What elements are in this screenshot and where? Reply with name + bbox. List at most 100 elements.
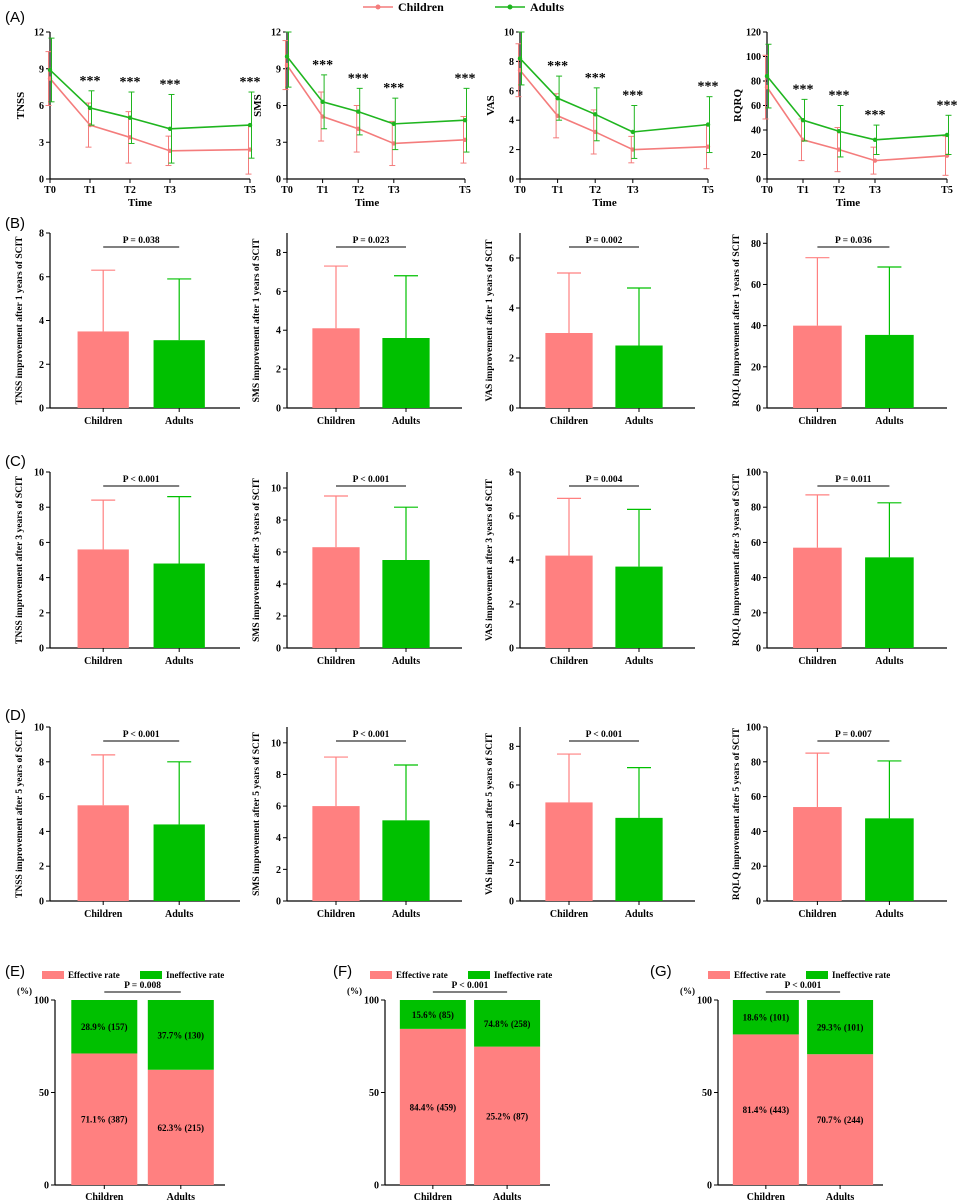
y-tick-label: 6 bbox=[276, 287, 281, 298]
x-tick-label: Adults bbox=[493, 1192, 521, 1200]
x-axis-title: Time bbox=[592, 197, 616, 209]
x-tick-label: T5 bbox=[702, 185, 714, 196]
y-tick-label: 0 bbox=[374, 1181, 379, 1192]
x-tick-label: Children bbox=[85, 1192, 124, 1200]
y-tick-label: 60 bbox=[751, 280, 761, 291]
segment-label: 28.9% (157) bbox=[81, 1022, 128, 1032]
x-axis-title: Time bbox=[836, 197, 860, 209]
y-tick-label: 4 bbox=[509, 819, 514, 830]
y-tick-label: 100 bbox=[34, 996, 49, 1007]
p-value-label: P = 0.007 bbox=[835, 730, 872, 740]
y-axis-title: TNSS improvement after 1 years of SCIT bbox=[15, 236, 25, 405]
stack-segment-ineffective bbox=[807, 1000, 874, 1055]
y-tick-label: 0 bbox=[39, 404, 44, 415]
y-tick-label: 4 bbox=[509, 556, 514, 567]
segment-label: 18.6% (101) bbox=[743, 1013, 790, 1023]
data-point-adults bbox=[391, 121, 396, 127]
p-value-label: P = 0.038 bbox=[123, 236, 160, 246]
bar-children bbox=[793, 807, 842, 901]
y-tick-label: 80 bbox=[751, 757, 761, 768]
data-point-adults bbox=[517, 56, 523, 61]
p-value-label: P < 0.001 bbox=[353, 730, 390, 740]
data-point-adults bbox=[462, 118, 468, 123]
stack-segment-effective bbox=[474, 1046, 541, 1185]
y-tick-label: 6 bbox=[276, 101, 281, 112]
significance-label: *** bbox=[348, 71, 369, 86]
y-tick-label: 8 bbox=[509, 468, 514, 479]
y-tick-label: 60 bbox=[751, 101, 761, 112]
y-tick-label: 6 bbox=[509, 254, 514, 265]
y-tick-label: 0 bbox=[39, 175, 44, 186]
y-tick-label: 20 bbox=[751, 608, 761, 619]
significance-label: *** bbox=[80, 74, 101, 89]
stack-segment-ineffective bbox=[732, 1000, 799, 1035]
segment-label: 15.6% (85) bbox=[412, 1010, 454, 1020]
data-point-adults bbox=[167, 126, 173, 131]
y-tick-label: 2 bbox=[276, 612, 281, 623]
significance-label: *** bbox=[793, 82, 814, 97]
bar-children bbox=[77, 549, 129, 648]
x-tick-label: Adults bbox=[392, 909, 420, 920]
data-point-adults bbox=[944, 132, 950, 138]
bar-chart-b-3: 0 20 40 60 80 Children Adults P = 0.036 RQLQ imp… bbox=[732, 233, 947, 427]
x-tick-label: Children bbox=[84, 656, 123, 667]
x-tick-label: Children bbox=[317, 909, 356, 920]
panel-letter-b: (B) bbox=[5, 215, 25, 232]
bar-adults bbox=[382, 560, 430, 648]
x-tick-label: T0 bbox=[761, 185, 773, 196]
data-point-adults bbox=[836, 129, 842, 134]
y-tick-label: 40 bbox=[751, 321, 761, 332]
bar-children bbox=[545, 802, 593, 901]
bar-adults bbox=[382, 338, 430, 408]
y-axis-title: RQLQ improvement after 1 years of SCIT bbox=[732, 234, 742, 407]
x-tick-label: T2 bbox=[124, 185, 136, 196]
segment-label: 62.3% (215) bbox=[158, 1123, 205, 1133]
y-tick-label: 4 bbox=[276, 326, 281, 337]
y-tick-label: 4 bbox=[276, 580, 281, 591]
line-chart-sms: 0 3 6 9 12 T0 T1 T2 T3 T5 Time SMS *** *** *** *** bbox=[252, 28, 476, 210]
data-point-adults bbox=[872, 137, 878, 142]
significance-label: *** bbox=[240, 75, 261, 90]
x-tick-label: T0 bbox=[44, 185, 56, 196]
x-tick-label: Children bbox=[550, 416, 589, 427]
y-tick-label: 8 bbox=[39, 757, 44, 768]
x-tick-label: T0 bbox=[281, 185, 293, 196]
y-tick-label: 4 bbox=[39, 316, 44, 327]
y-tick-label: 8 bbox=[276, 516, 281, 527]
data-point-adults bbox=[800, 118, 806, 123]
stack-segment-effective bbox=[807, 1054, 874, 1185]
bar-adults bbox=[153, 824, 205, 901]
bar-chart-b-1: 0 2 4 6 8 Children Adults P = 0.023 SMS improvem… bbox=[252, 233, 462, 427]
y-tick-label: 4 bbox=[276, 833, 281, 844]
y-tick-label: 80 bbox=[751, 77, 761, 88]
y-tick-label: 6 bbox=[276, 548, 281, 559]
bar-children bbox=[77, 331, 129, 408]
data-point-adults bbox=[555, 95, 560, 101]
bar-adults bbox=[865, 818, 914, 901]
significance-label: *** bbox=[383, 81, 404, 96]
stack-legend-effective-swatch bbox=[708, 971, 730, 979]
y-tick-label: 6 bbox=[509, 86, 514, 97]
stacked-chart-g: 0 50 100(%) 81.4% (443) 18.6% (101) Children 7… bbox=[680, 981, 883, 1200]
y-tick-label: 0 bbox=[39, 644, 44, 655]
significance-label: *** bbox=[622, 89, 643, 104]
y-tick-label: 120 bbox=[746, 28, 761, 39]
y-tick-label: 50 bbox=[369, 1088, 379, 1099]
y-tick-label: 3 bbox=[39, 138, 44, 149]
y-axis-unit: (%) bbox=[347, 986, 362, 996]
y-tick-label: 2 bbox=[276, 865, 281, 876]
y-tick-label: 4 bbox=[509, 304, 514, 315]
y-tick-label: 6 bbox=[39, 272, 44, 283]
segment-label: 74.8% (258) bbox=[484, 1019, 531, 1029]
y-axis-title: SMS bbox=[252, 94, 264, 117]
data-point-adults bbox=[247, 122, 253, 128]
stack-segment-ineffective bbox=[71, 1000, 138, 1054]
y-tick-label: 9 bbox=[39, 64, 44, 75]
p-value-label: P < 0.001 bbox=[586, 730, 623, 740]
data-point-children bbox=[872, 158, 878, 163]
x-tick-label: Adults bbox=[625, 416, 653, 427]
significance-label: *** bbox=[937, 98, 957, 113]
y-tick-label: 2 bbox=[276, 365, 281, 376]
stack-legend-ineffective-label: Ineffective rate bbox=[494, 970, 552, 980]
y-tick-label: 8 bbox=[39, 229, 44, 240]
